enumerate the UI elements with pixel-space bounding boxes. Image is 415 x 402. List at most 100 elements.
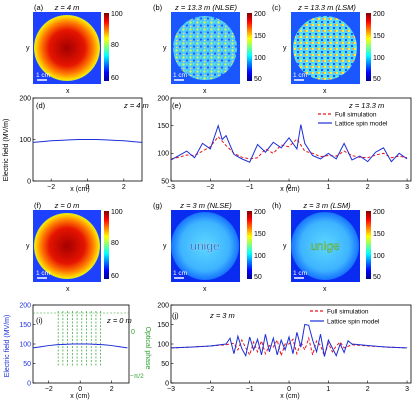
panel-b-ylabel: y (163, 45, 167, 52)
panel-c-title: z = 13.3 m (LSM) (297, 3, 356, 12)
colorbar-b-tick: 100 (254, 55, 266, 62)
y-tick-label: 100 (19, 137, 31, 144)
panel-c-scalebar-label: 1 cm (293, 72, 307, 79)
series-line-full-simulation (170, 336, 408, 358)
y-tick-label: 0 (27, 178, 31, 185)
panel-i-ylabel-right: Optical phase (144, 327, 151, 370)
x-tick-label: 3 (405, 386, 409, 393)
series-line-field (32, 343, 128, 349)
y-tick-label: 200 (19, 302, 31, 309)
panel-g-xlabel: x (203, 286, 207, 293)
panel-d-xlabel: x (cm) (70, 186, 89, 193)
panel-c-ylabel: y (283, 45, 287, 52)
colorbar-f-tick: 60 (111, 273, 119, 280)
panel-c-letter: (c) (272, 3, 281, 12)
colorbar-b-tick: 150 (254, 33, 266, 40)
panel-i-right-tick: 0 (131, 329, 135, 336)
map-g-beam (171, 212, 239, 280)
legend-j-lsm-label: Lattice spin model (327, 319, 380, 326)
panel-a-ylabel: y (26, 45, 30, 52)
map-g-image-text: unige (190, 239, 220, 253)
panel-b-scalebar-label: 1 cm (173, 72, 187, 79)
panel-g-scalebar-label: 1 cm (173, 270, 187, 277)
colorbar-c-tick: 50 (373, 76, 381, 83)
panel-a-title: z = 4 m (54, 3, 80, 12)
colorbar-g-tick: 150 (254, 231, 266, 238)
x-tick-label: 2 (366, 386, 370, 393)
colorbar-a-tick: 60 (111, 75, 119, 82)
colorbar-g-tick: 100 (254, 253, 266, 260)
plot-j: (j) z = 3 m x (cm) Full simulation Latti… (157, 302, 412, 400)
colorbar-c-tick: 100 (373, 55, 385, 62)
panel-f-xlabel: x (66, 286, 70, 293)
x-tick-label: 2 (366, 184, 370, 191)
x-tick-label: 0 (287, 184, 291, 191)
x-tick-label: 3 (405, 184, 409, 191)
map-h-image-text: unige (310, 239, 340, 253)
colorbar-a-tick: 80 (111, 42, 119, 49)
colorbar-a (104, 13, 109, 81)
y-tick-label: 0 (165, 380, 169, 387)
panel-f-ylabel: y (26, 243, 30, 250)
panel-h-title: z = 3 m (LSM) (302, 201, 351, 210)
series-line-lattice-spin-model (170, 123, 408, 163)
panel-e-title: z = 13.3 m (348, 101, 384, 110)
x-tick-label: 2 (122, 184, 126, 191)
y-tick-label: 100 (157, 151, 169, 158)
panel-h-scalebar-label: 1 cm (293, 270, 307, 277)
colorbar-h-tick: 150 (373, 231, 385, 238)
panel-f-letter: (f) (34, 201, 42, 210)
x-tick-label: 0 (287, 386, 291, 393)
plot-e-frame (170, 97, 412, 182)
legend-e-lsm-label: Lattice spin model (335, 121, 388, 128)
legend-e-full-label: Full simulation (335, 112, 377, 119)
panel-i-right-tick: −π/2 (130, 373, 144, 380)
panel-b-title: z = 13.3 m (NLSE) (174, 3, 237, 12)
y-tick-label: 150 (157, 322, 169, 329)
x-tick-label: 2 (110, 386, 114, 393)
panel-f-scalebar-label: 1 cm (36, 270, 50, 277)
panel-j-title: z = 3 m (209, 311, 235, 320)
plot-e: (e) z = 13.3 m x (cm) Full simulation La… (157, 95, 412, 193)
map-a-beam (34, 15, 100, 81)
y-tick-label: 50 (23, 361, 31, 368)
x-tick-label: 0 (86, 184, 90, 191)
series-line-full-simulation (170, 135, 408, 160)
panel-i-title: z = 0 m (106, 316, 132, 325)
colorbar-b (247, 13, 252, 81)
y-tick-label: 50 (161, 178, 169, 185)
colorbar-b-tick: 200 (254, 11, 266, 18)
panel-f: (f) z = 0 m y x 1 cm 100 80 60 (26, 201, 123, 293)
panel-a-letter: (a) (34, 3, 44, 12)
x-tick-label: −2 (206, 184, 214, 191)
colorbar-c (366, 13, 371, 81)
colorbar-b-tick: 50 (254, 76, 262, 83)
y-tick-label: 100 (19, 341, 31, 348)
x-tick-label: −1 (246, 386, 254, 393)
panel-d-title: z = 4 m (123, 101, 149, 110)
colorbar-f-tick: 100 (111, 209, 123, 216)
colorbar-g-tick: 50 (254, 274, 262, 281)
panel-a: (a) z = 4 m y x 1 cm 100 80 60 (26, 3, 123, 95)
colorbar-h (366, 211, 371, 279)
panel-j-xlabel: x (cm) (280, 393, 299, 400)
y-tick-label: 50 (161, 361, 169, 368)
plot-d: (d) z = 4 m x (cm) −2 0 2 0 100 200 (19, 95, 149, 193)
x-tick-label: 1 (326, 386, 330, 393)
panel-c-xlabel: x (323, 88, 327, 95)
colorbar-f-tick: 80 (111, 240, 119, 247)
colorbar-g-tick: 200 (254, 209, 266, 216)
panel-g-ylabel: y (163, 243, 167, 250)
panel-g-letter: (g) (153, 201, 163, 210)
y-tick-label: 200 (157, 302, 169, 309)
plot-i: (i) z = 0 m x (cm) Electric field (MV/m)… (4, 302, 151, 400)
colorbar-f (104, 211, 109, 279)
map-c-beam (293, 16, 357, 80)
colorbar-c-tick: 150 (373, 33, 385, 40)
y-tick-label: 150 (157, 123, 169, 130)
panel-h-xlabel: x (323, 286, 327, 293)
panel-i-xlabel: x (cm) (70, 393, 89, 400)
series-line-field (32, 139, 143, 143)
x-tick-label: −2 (47, 184, 55, 191)
